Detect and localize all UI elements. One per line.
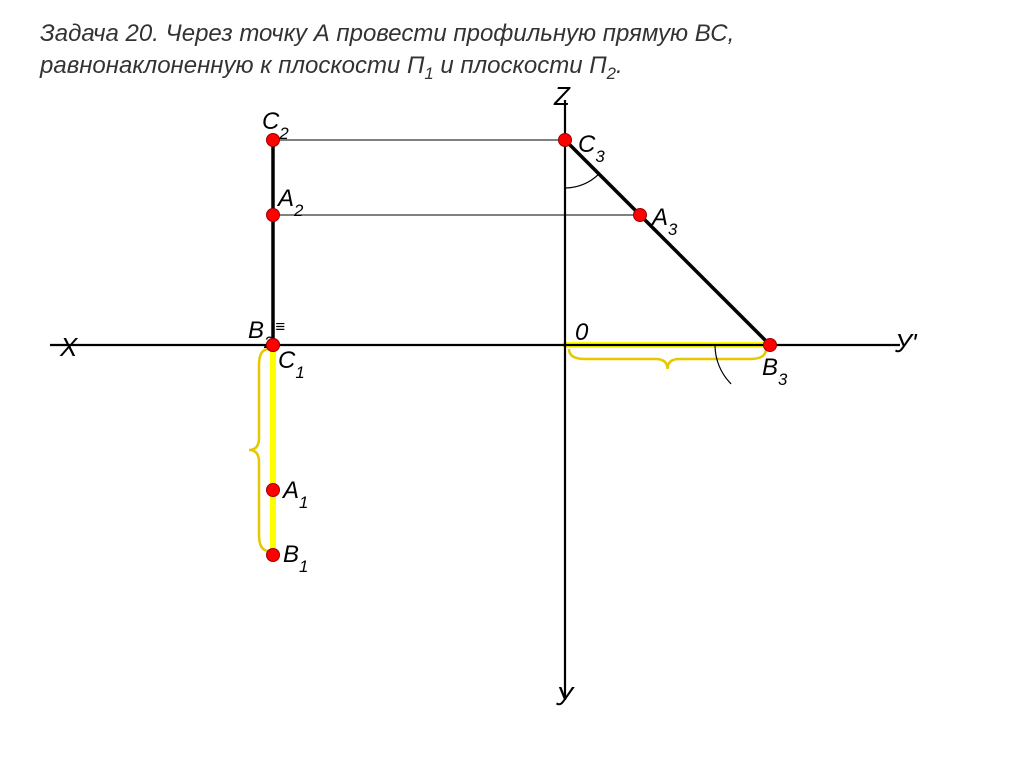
diagram: XУ'ZУ0C2A2B2≡C1A1B1C3A3B3 xyxy=(0,0,1024,767)
label-B1: B1 xyxy=(283,541,308,576)
point-C3 xyxy=(559,134,572,147)
point-B3 xyxy=(764,339,777,352)
label-A1: A1 xyxy=(281,477,308,512)
point-C2 xyxy=(267,134,280,147)
axis-label-Y: У xyxy=(555,681,575,711)
highlights xyxy=(249,345,770,555)
bc-line xyxy=(565,140,770,345)
angle-arc xyxy=(715,345,731,384)
axis-label-Yp: У' xyxy=(894,328,918,358)
point-B1 xyxy=(267,549,280,562)
brace xyxy=(569,349,766,369)
point-A1 xyxy=(267,484,280,497)
axes: X У' Z У 0 xyxy=(50,81,918,711)
brace xyxy=(249,349,269,551)
label-B3: B3 xyxy=(762,354,788,389)
label-A3: A3 xyxy=(650,204,678,239)
axis-label-Z: Z xyxy=(553,81,571,111)
label-A2: A2 xyxy=(276,185,304,220)
label-C1: C1 xyxy=(278,347,305,382)
bc-lines xyxy=(273,140,770,345)
axis-label-X: X xyxy=(59,332,79,362)
angle-arc xyxy=(565,174,599,188)
point-A3 xyxy=(634,209,647,222)
origin-label: 0 xyxy=(575,319,589,346)
points: C2A2B2≡C1A1B1C3A3B3 xyxy=(248,108,788,576)
label-C3: C3 xyxy=(578,131,605,166)
